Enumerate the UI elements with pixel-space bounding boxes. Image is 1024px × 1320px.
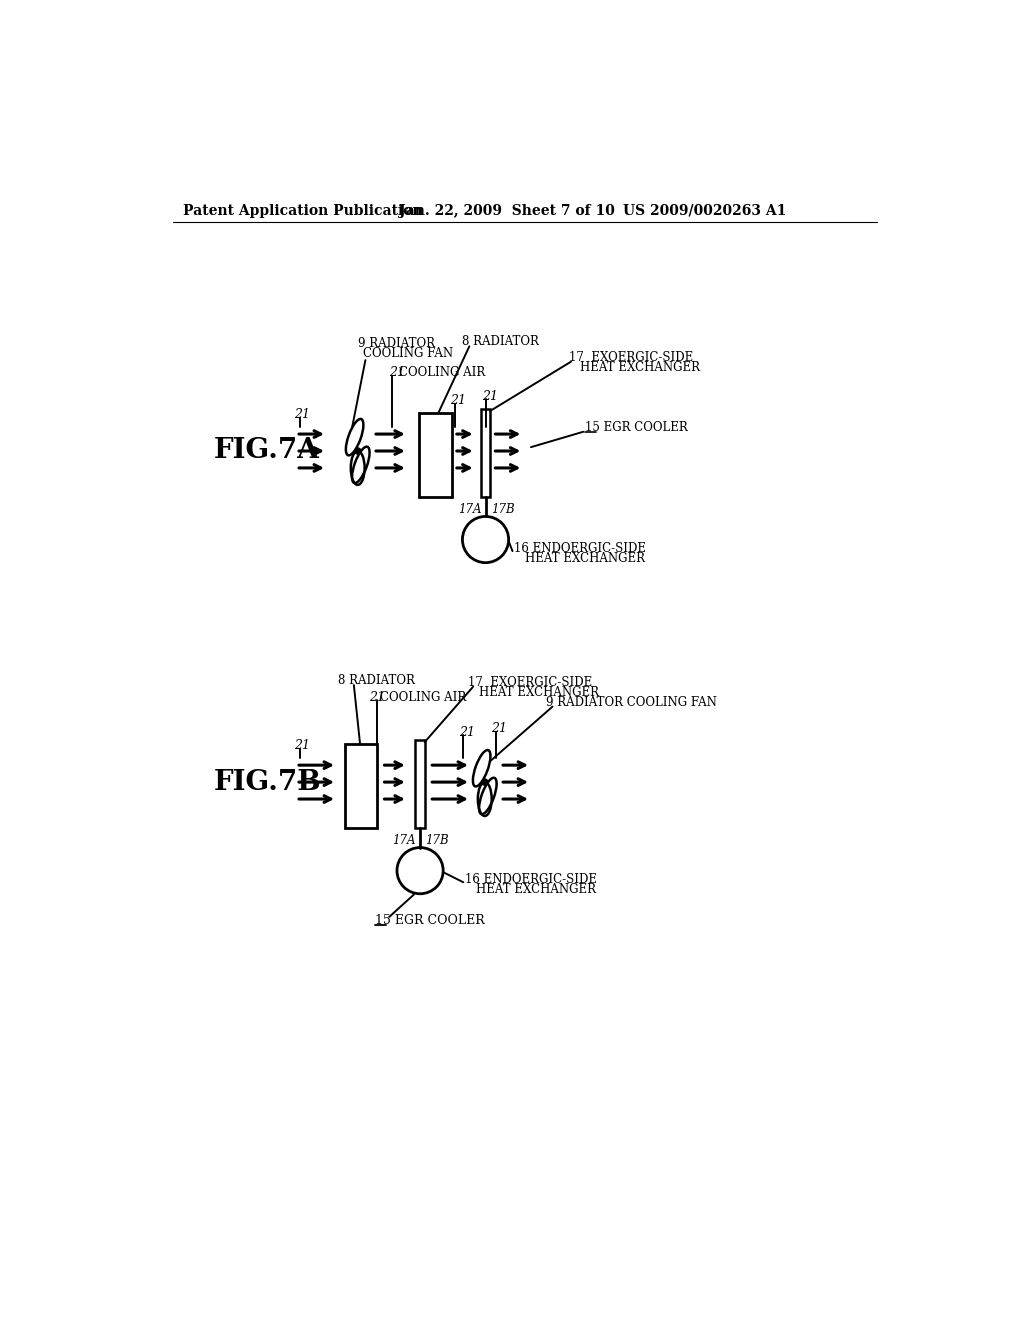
Bar: [481, 409, 490, 498]
Text: 17A: 17A: [392, 834, 416, 847]
Text: 17A: 17A: [459, 503, 482, 516]
Text: 21: 21: [294, 408, 310, 421]
Text: HEAT EXCHANGER: HEAT EXCHANGER: [478, 686, 599, 700]
Text: 9 RADIATOR: 9 RADIATOR: [357, 337, 435, 350]
Bar: [416, 739, 425, 829]
Text: 17  EXOERGIC-SIDE: 17 EXOERGIC-SIDE: [468, 676, 592, 689]
Text: 21: 21: [490, 722, 507, 735]
Text: FIG.7B: FIG.7B: [214, 768, 322, 796]
Bar: [345, 743, 377, 829]
Text: COOLING FAN: COOLING FAN: [364, 347, 454, 360]
Text: Jan. 22, 2009  Sheet 7 of 10: Jan. 22, 2009 Sheet 7 of 10: [398, 203, 614, 218]
Text: 21: 21: [451, 395, 466, 408]
Text: HEAT EXCHANGER: HEAT EXCHANGER: [524, 552, 645, 565]
Text: FIG.7A: FIG.7A: [214, 437, 319, 465]
Text: 21: 21: [389, 366, 406, 379]
Text: 16 ENDOERGIC-SIDE: 16 ENDOERGIC-SIDE: [514, 541, 646, 554]
Bar: [419, 412, 452, 498]
Text: 15 EGR COOLER: 15 EGR COOLER: [376, 915, 485, 927]
Text: 21: 21: [481, 389, 498, 403]
Text: 21: 21: [370, 690, 389, 704]
Text: 15 EGR COOLER: 15 EGR COOLER: [585, 421, 687, 434]
Text: 17  EXOERGIC-SIDE: 17 EXOERGIC-SIDE: [569, 351, 693, 363]
Text: 21: 21: [459, 726, 474, 739]
Text: 8 RADIATOR: 8 RADIATOR: [462, 335, 539, 348]
Text: 16 ENDOERGIC-SIDE: 16 ENDOERGIC-SIDE: [465, 873, 597, 886]
Text: 17B: 17B: [425, 834, 449, 847]
Text: COOLING AIR: COOLING AIR: [380, 690, 466, 704]
Text: 9 RADIATOR COOLING FAN: 9 RADIATOR COOLING FAN: [547, 696, 717, 709]
Circle shape: [481, 779, 487, 785]
Text: 17B: 17B: [490, 503, 514, 516]
Text: HEAT EXCHANGER: HEAT EXCHANGER: [581, 362, 700, 375]
Text: 21: 21: [294, 739, 310, 752]
Text: Patent Application Publication: Patent Application Publication: [183, 203, 423, 218]
Text: US 2009/0020263 A1: US 2009/0020263 A1: [624, 203, 786, 218]
Text: HEAT EXCHANGER: HEAT EXCHANGER: [475, 883, 596, 896]
Text: COOLING AIR: COOLING AIR: [399, 366, 485, 379]
Text: 8 RADIATOR: 8 RADIATOR: [339, 675, 416, 686]
Circle shape: [354, 447, 360, 454]
